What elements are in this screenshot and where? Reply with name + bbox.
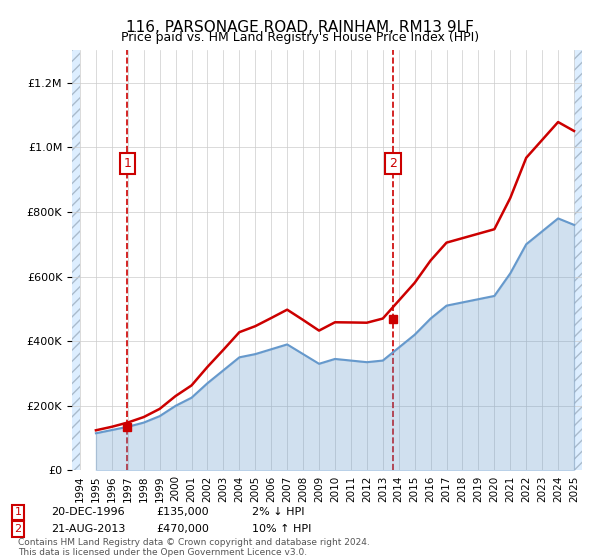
Text: 21-AUG-2013: 21-AUG-2013 bbox=[51, 524, 125, 534]
Text: 2% ↓ HPI: 2% ↓ HPI bbox=[252, 507, 305, 517]
Text: Price paid vs. HM Land Registry's House Price Index (HPI): Price paid vs. HM Land Registry's House … bbox=[121, 31, 479, 44]
Text: 116, PARSONAGE ROAD, RAINHAM, RM13 9LF: 116, PARSONAGE ROAD, RAINHAM, RM13 9LF bbox=[126, 20, 474, 35]
Text: £135,000: £135,000 bbox=[156, 507, 209, 517]
Text: 2: 2 bbox=[14, 524, 22, 534]
Text: 2: 2 bbox=[389, 157, 397, 170]
Text: 20-DEC-1996: 20-DEC-1996 bbox=[51, 507, 125, 517]
FancyBboxPatch shape bbox=[72, 50, 582, 470]
Text: 10% ↑ HPI: 10% ↑ HPI bbox=[252, 524, 311, 534]
Text: £470,000: £470,000 bbox=[156, 524, 209, 534]
Text: Contains HM Land Registry data © Crown copyright and database right 2024.
This d: Contains HM Land Registry data © Crown c… bbox=[18, 538, 370, 557]
Text: 1: 1 bbox=[124, 157, 131, 170]
FancyBboxPatch shape bbox=[80, 50, 574, 470]
Text: 1: 1 bbox=[14, 507, 22, 517]
